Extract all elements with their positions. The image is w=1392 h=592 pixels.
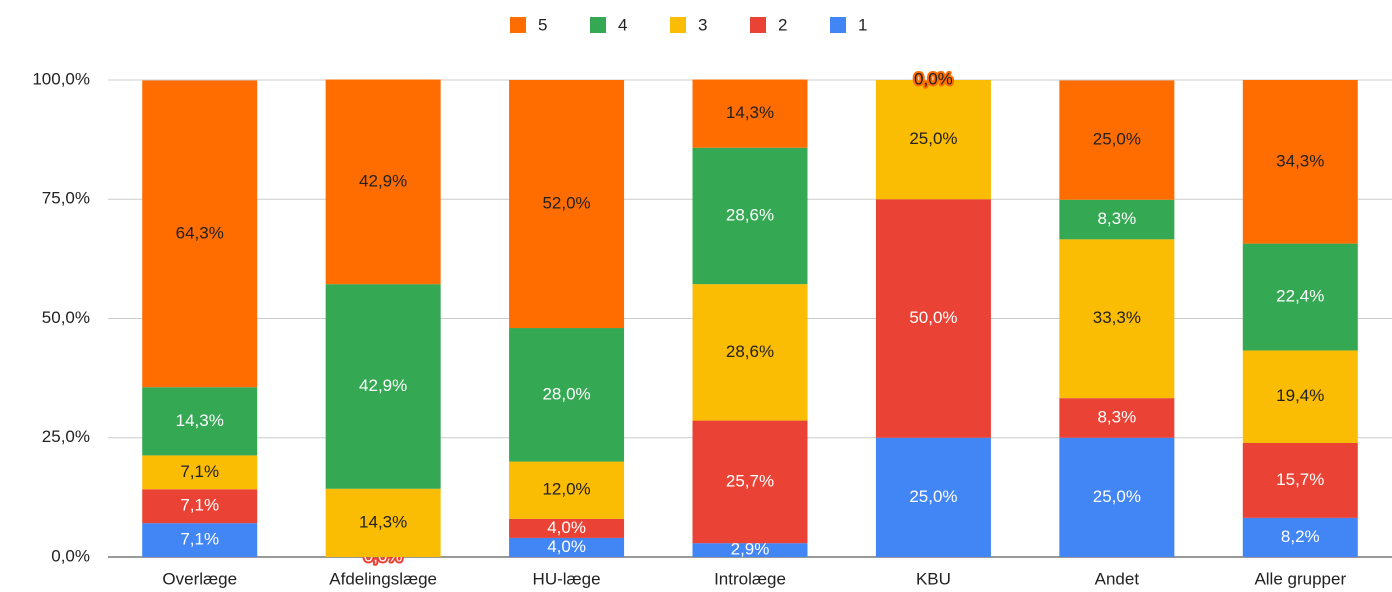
bar-segment	[1059, 437, 1175, 557]
bar-segment	[1059, 239, 1175, 399]
legend-swatch	[590, 17, 606, 33]
bar-segment	[692, 543, 808, 557]
bar-segment	[1242, 350, 1358, 443]
legend-swatch	[830, 17, 846, 33]
value-label: 42,9%	[359, 171, 407, 190]
bar-segment	[509, 518, 625, 538]
bar-segment	[509, 537, 625, 557]
bar-segment	[325, 79, 441, 285]
value-label: 4,0%	[547, 537, 586, 556]
value-label: 33,3%	[1093, 308, 1141, 327]
bar-segment	[509, 328, 625, 462]
x-tick-label: Overlæge	[162, 569, 237, 588]
value-label: 14,3%	[359, 512, 407, 531]
value-label: 25,0%	[1093, 130, 1141, 149]
bar-segment	[692, 420, 808, 544]
value-label: 4,0%	[547, 518, 586, 537]
bar-segment	[692, 284, 808, 421]
bar-segment	[325, 284, 441, 489]
y-tick-label: 100,0%	[32, 69, 90, 88]
x-tick-label: Andet	[1095, 569, 1140, 588]
bar-segment	[1242, 442, 1358, 518]
bar-segment	[875, 437, 991, 557]
value-label: 7,1%	[180, 530, 219, 549]
value-label: 14,3%	[726, 103, 774, 122]
bar-segment	[1059, 398, 1175, 438]
bar-segment	[509, 80, 625, 329]
bar-segment	[875, 80, 991, 200]
bar-segment	[1059, 80, 1175, 200]
value-label: 28,0%	[542, 384, 590, 403]
value-label: 28,6%	[726, 205, 774, 224]
bar-segment	[692, 79, 808, 148]
value-label: 50,0%	[909, 308, 957, 327]
value-label: 7,1%	[180, 462, 219, 481]
value-label: 25,0%	[1093, 487, 1141, 506]
value-label: 8,3%	[1097, 209, 1136, 228]
bar-segment	[509, 461, 625, 519]
legend-label: 4	[618, 15, 627, 34]
value-label: 28,6%	[726, 342, 774, 361]
value-label: 42,9%	[359, 376, 407, 395]
y-tick-label: 50,0%	[42, 308, 90, 327]
value-label: 25,7%	[726, 471, 774, 490]
bar-segment	[1242, 243, 1358, 351]
x-tick-label: Introlæge	[714, 569, 786, 588]
value-label: 8,3%	[1097, 407, 1136, 426]
value-label: 64,3%	[176, 223, 224, 242]
value-label: 19,4%	[1276, 386, 1324, 405]
value-label: 25,0%	[909, 129, 957, 148]
legend-label: 3	[698, 15, 707, 34]
y-tick-label: 75,0%	[42, 189, 90, 208]
value-label: 0,0%	[914, 69, 953, 88]
bar-segment	[142, 80, 258, 388]
value-label: 8,2%	[1281, 527, 1320, 546]
bar-segment	[142, 523, 258, 557]
legend-label: 1	[858, 15, 867, 34]
bar-segment	[325, 488, 441, 557]
legend-label: 2	[778, 15, 787, 34]
value-label: 7,1%	[180, 496, 219, 515]
value-label: 14,3%	[176, 411, 224, 430]
bar-segment	[1242, 517, 1358, 557]
legend-label: 5	[538, 15, 547, 34]
value-label: 52,0%	[542, 194, 590, 213]
y-tick-label: 25,0%	[42, 427, 90, 446]
bar-segment	[142, 387, 258, 456]
x-tick-label: Alle grupper	[1254, 569, 1346, 588]
bar-segment	[875, 199, 991, 438]
bar-segment	[692, 147, 808, 285]
bar-segment	[142, 455, 258, 490]
y-tick-label: 0,0%	[51, 546, 90, 565]
value-label: 2,9%	[731, 540, 770, 559]
value-label: 34,3%	[1276, 151, 1324, 170]
legend-swatch	[750, 17, 766, 33]
value-label: 22,4%	[1276, 287, 1324, 306]
legend-swatch	[670, 17, 686, 33]
value-label: 15,7%	[1276, 470, 1324, 489]
x-tick-label: KBU	[916, 569, 951, 588]
bar-segment	[1059, 199, 1175, 240]
x-tick-label: Afdelingslæge	[329, 569, 437, 588]
value-label: 25,0%	[909, 487, 957, 506]
value-label: 12,0%	[542, 480, 590, 499]
x-tick-label: HU-læge	[533, 569, 601, 588]
bar-segment	[1242, 80, 1358, 244]
legend-swatch	[510, 17, 526, 33]
bar-segment	[142, 489, 258, 524]
